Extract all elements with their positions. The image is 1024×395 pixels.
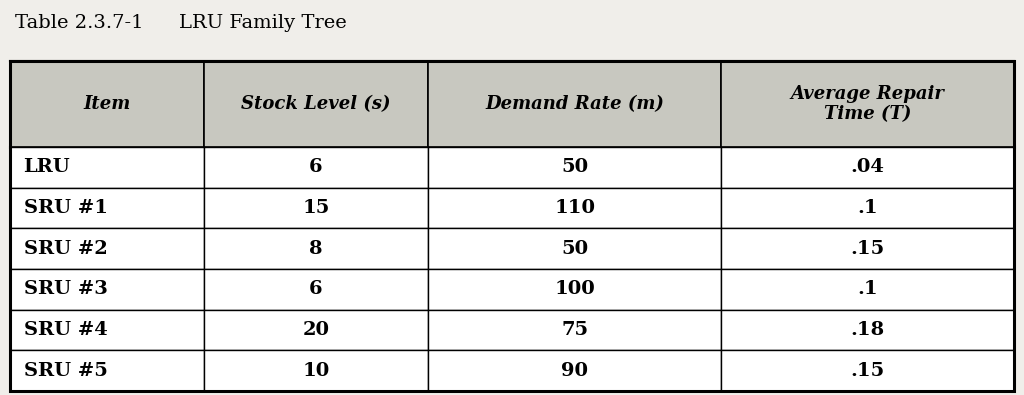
Text: .15: .15	[850, 362, 885, 380]
Text: LRU: LRU	[24, 158, 71, 176]
Text: SRU #1: SRU #1	[24, 199, 108, 217]
Text: 15: 15	[302, 199, 330, 217]
Text: 8: 8	[309, 240, 323, 258]
Text: 50: 50	[561, 240, 588, 258]
Text: 90: 90	[561, 362, 588, 380]
Text: SRU #4: SRU #4	[24, 321, 108, 339]
Text: 50: 50	[561, 158, 588, 176]
Text: 6: 6	[309, 158, 323, 176]
Text: LRU Family Tree: LRU Family Tree	[179, 14, 347, 32]
Text: 75: 75	[561, 321, 588, 339]
Text: Demand Rate (m): Demand Rate (m)	[485, 95, 665, 113]
Text: Stock Level (s): Stock Level (s)	[242, 95, 391, 113]
Text: Average Repair
Time (T): Average Repair Time (T)	[791, 85, 944, 124]
Text: .04: .04	[851, 158, 885, 176]
Text: 6: 6	[309, 280, 323, 298]
Text: .1: .1	[857, 280, 878, 298]
Text: 20: 20	[302, 321, 330, 339]
Text: SRU #3: SRU #3	[24, 280, 108, 298]
Text: .1: .1	[857, 199, 878, 217]
Text: 100: 100	[554, 280, 595, 298]
Text: .18: .18	[850, 321, 885, 339]
Text: SRU #2: SRU #2	[24, 240, 108, 258]
Text: SRU #5: SRU #5	[24, 362, 108, 380]
Text: .15: .15	[850, 240, 885, 258]
Text: Item: Item	[83, 95, 130, 113]
Text: 110: 110	[554, 199, 595, 217]
Text: 10: 10	[302, 362, 330, 380]
Text: Table 2.3.7-1: Table 2.3.7-1	[15, 14, 143, 32]
